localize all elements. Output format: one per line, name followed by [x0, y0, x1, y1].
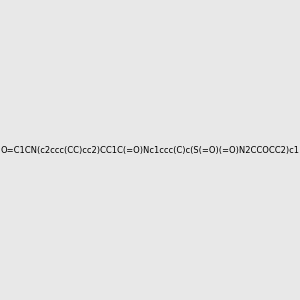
Text: O=C1CN(c2ccc(CC)cc2)CC1C(=O)Nc1ccc(C)c(S(=O)(=O)N2CCOCC2)c1: O=C1CN(c2ccc(CC)cc2)CC1C(=O)Nc1ccc(C)c(S…: [1, 146, 299, 154]
